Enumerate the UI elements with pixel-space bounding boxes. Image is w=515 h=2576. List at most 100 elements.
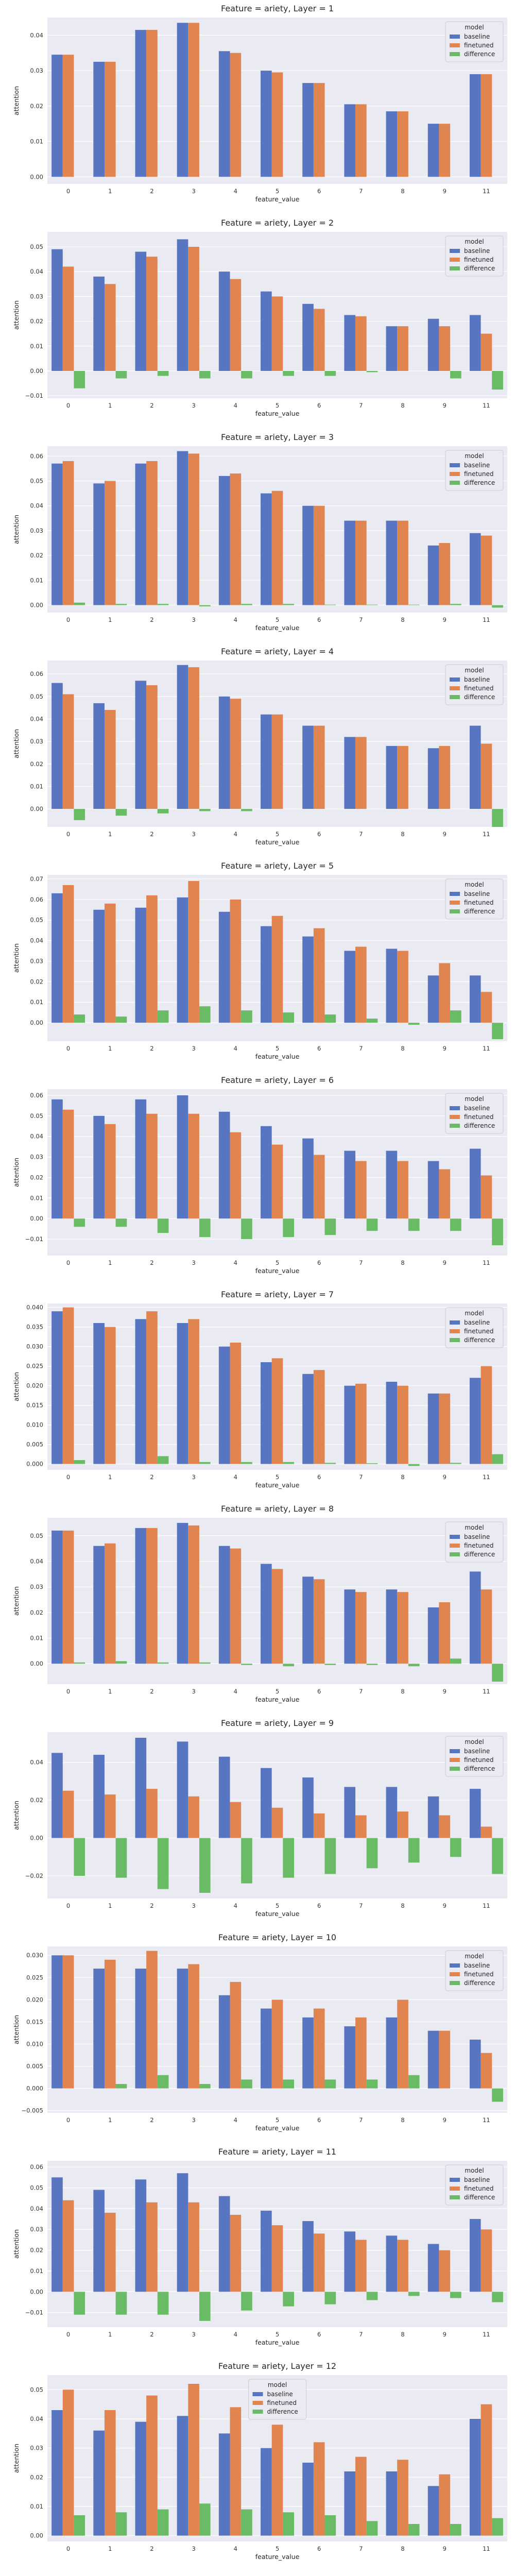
x-tick-label: 3 [192, 2545, 195, 2552]
y-tick-label: 0.01 [30, 138, 43, 145]
bar-baseline-4 [218, 1346, 230, 1464]
bar-baseline-6 [302, 2221, 314, 2292]
x-tick-label: 9 [443, 616, 447, 623]
bar-finetuned-5 [271, 72, 283, 177]
bar-finetuned-4 [230, 2214, 242, 2292]
legend-label-finetuned: finetuned [464, 1113, 493, 1121]
legend-label-difference: difference [267, 2408, 298, 2415]
x-tick-label: 2 [150, 1473, 153, 1481]
bar-baseline-7 [344, 2026, 356, 2089]
bar-baseline-3 [177, 897, 188, 1023]
bar-difference-3 [199, 1006, 211, 1023]
chart-svg: 0.00 0.01 0.02 0.03 0.04 0.05 0 1 2 3 4 5 6 7 8 9 11 Feat… [12, 1504, 507, 1703]
bar-difference-8 [408, 1218, 420, 1231]
x-tick-label: 4 [234, 1688, 237, 1695]
bar-difference-9 [450, 1658, 461, 1664]
x-axis-label: feature_value [255, 1267, 300, 1275]
bar-difference-2 [157, 1010, 169, 1023]
bar-difference-5 [283, 1012, 294, 1023]
bar-baseline-8 [386, 948, 398, 1023]
bar-baseline-8 [386, 520, 398, 605]
legend-label-baseline: baseline [464, 676, 490, 683]
y-tick-label: 0.000 [26, 1461, 43, 1468]
bar-finetuned-2 [146, 2202, 158, 2292]
legend-swatch-finetuned [450, 43, 460, 47]
x-axis-label: feature_value [255, 1053, 300, 1060]
bar-baseline-4 [218, 51, 230, 177]
bar-difference-0 [74, 370, 85, 388]
bar-finetuned-5 [271, 916, 283, 1023]
legend-title: model [465, 1095, 484, 1103]
y-tick-label: 0.025 [26, 1363, 43, 1370]
y-tick-label: 0.04 [30, 715, 43, 722]
x-axis-label: feature_value [255, 2124, 300, 2132]
x-tick-label: 8 [401, 616, 404, 623]
bar-difference-5 [283, 2292, 294, 2307]
bar-finetuned-0 [62, 694, 74, 809]
bar-baseline-2 [135, 30, 147, 177]
chart-title: Feature = ariety, Layer = 5 [221, 861, 334, 871]
x-tick-label: 6 [317, 2545, 321, 2552]
legend-title: model [465, 452, 484, 460]
bar-finetuned-2 [146, 257, 158, 371]
legend: model baseline finetuned difference [445, 878, 504, 920]
bar-baseline-4 [218, 1546, 230, 1664]
bar-baseline-7 [344, 737, 356, 809]
x-tick-label: 5 [276, 188, 279, 195]
bar-finetuned-6 [313, 2008, 325, 2089]
bar-difference-6 [324, 1664, 336, 1665]
bar-finetuned-7 [355, 2017, 367, 2089]
bar-finetuned-5 [271, 1358, 283, 1464]
y-tick-label: 0.03 [30, 957, 43, 964]
chart-svg: −0.01 0.00 0.01 0.02 0.03 0.04 0.05 0.06 0 1 2 3 4 5 6… [12, 2147, 507, 2346]
legend-swatch-difference [450, 481, 460, 485]
x-tick-label: 9 [443, 1688, 447, 1695]
bar-baseline-2 [135, 1969, 147, 2089]
legend-box [445, 1521, 504, 1563]
x-tick-label: 4 [234, 831, 237, 838]
x-tick-label: 5 [276, 831, 279, 838]
bar-baseline-9 [427, 2244, 439, 2292]
x-tick-label: 8 [401, 402, 404, 409]
bar-difference-5 [283, 370, 294, 376]
bar-finetuned-11 [480, 2404, 492, 2536]
bar-finetuned-4 [230, 699, 242, 809]
y-tick-label: 0.04 [30, 937, 43, 944]
bar-difference-0 [74, 2292, 85, 2315]
legend-label-difference: difference [464, 479, 495, 486]
legend-label-baseline: baseline [464, 1105, 490, 1112]
bar-difference-9 [450, 2524, 461, 2536]
legend-swatch-baseline [450, 249, 460, 253]
bar-baseline-2 [135, 1528, 147, 1664]
x-tick-label: 11 [483, 402, 490, 409]
chart-svg: −0.01 0.00 0.01 0.02 0.03 0.04 0.05 0.06 0 1 2 3 4 5 6… [12, 1075, 507, 1275]
y-tick-label: 0.01 [30, 343, 43, 350]
bar-difference-6 [324, 2515, 336, 2536]
bar-difference-4 [241, 370, 252, 379]
bar-baseline-9 [427, 545, 439, 605]
bar-finetuned-9 [439, 326, 451, 371]
bar-finetuned-0 [62, 1790, 74, 1838]
bar-difference-3 [199, 2292, 211, 2321]
x-tick-label: 3 [192, 402, 195, 409]
x-tick-label: 6 [317, 1259, 321, 1266]
bar-difference-11 [492, 1838, 503, 1874]
bar-baseline-9 [427, 124, 439, 177]
x-tick-label: 5 [276, 1688, 279, 1695]
legend-swatch-difference [450, 1338, 460, 1342]
bar-difference-11 [492, 2088, 503, 2102]
bar-difference-11 [492, 370, 503, 390]
bar-difference-6 [324, 2079, 336, 2089]
x-tick-label: 11 [483, 1473, 490, 1481]
y-tick-label: 0.035 [26, 1324, 43, 1331]
x-tick-label: 4 [234, 2545, 237, 2552]
bar-baseline-6 [302, 725, 314, 809]
legend-label-baseline: baseline [464, 2176, 490, 2183]
bar-baseline-7 [344, 1150, 356, 1219]
bar-baseline-5 [261, 714, 272, 809]
x-tick-label: 5 [276, 2116, 279, 2124]
y-tick-label: 0.06 [30, 452, 43, 460]
bar-finetuned-7 [355, 1383, 367, 1464]
y-tick-label: 0.030 [26, 1952, 43, 1959]
y-tick-label: 0.03 [30, 738, 43, 745]
